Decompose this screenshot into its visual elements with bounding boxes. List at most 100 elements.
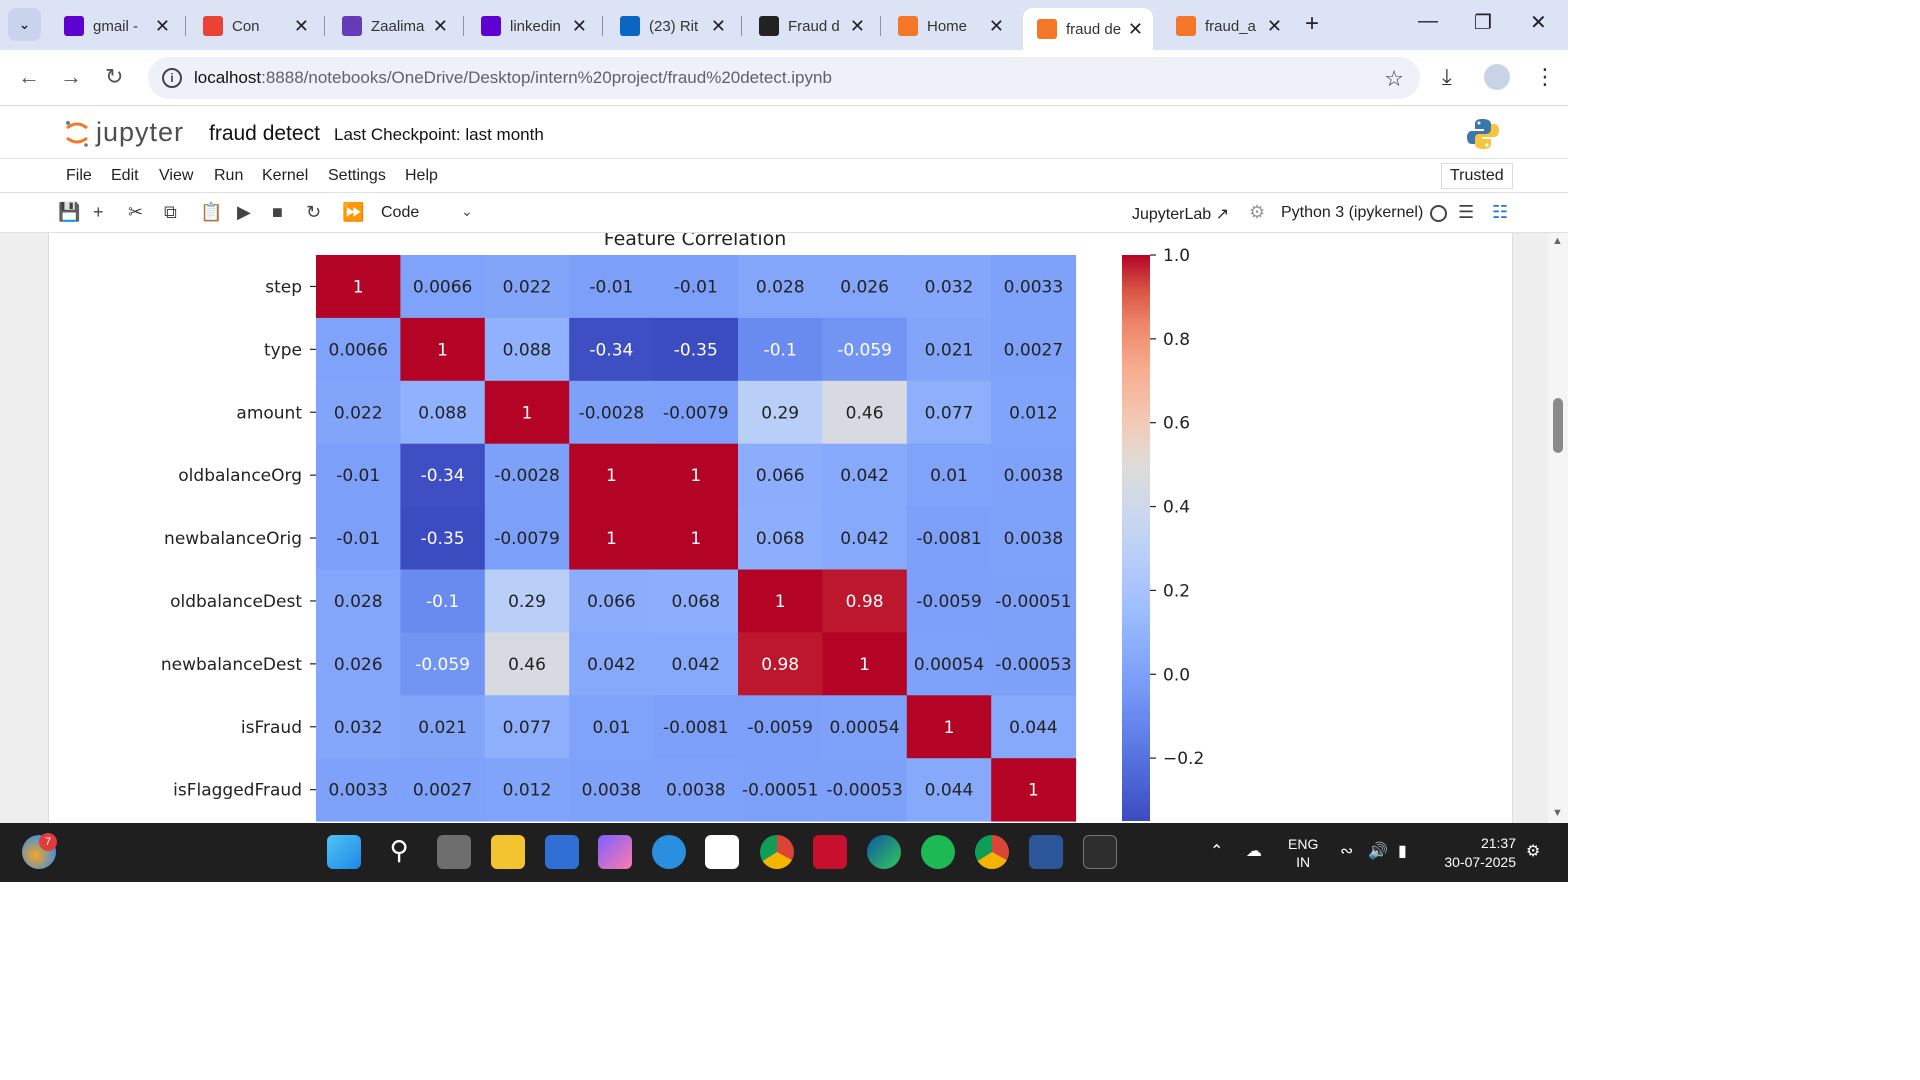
help-icon[interactable] xyxy=(652,835,686,869)
browser-tab[interactable]: gmail - ✕ xyxy=(50,8,180,44)
volume-icon[interactable]: 🔊 xyxy=(1368,843,1388,860)
chevron-up-icon[interactable]: ⌃ xyxy=(1210,843,1224,860)
menu-run[interactable]: Run xyxy=(214,167,244,184)
close-tab-icon[interactable]: ✕ xyxy=(154,15,170,36)
tab-search-button[interactable]: ⌄ xyxy=(8,8,41,41)
jupyter-logo[interactable]: jupyter xyxy=(64,117,184,148)
close-tab-icon[interactable]: ✕ xyxy=(571,15,587,36)
task-view-icon[interactable] xyxy=(437,835,471,869)
heatmap-cell xyxy=(822,758,908,822)
chevron-down-icon: ⌄ xyxy=(18,16,31,32)
menu-help[interactable]: Help xyxy=(405,167,438,184)
close-tab-icon[interactable]: ✕ xyxy=(1266,15,1282,36)
heatmap-cell xyxy=(653,380,739,445)
browser-tab[interactable]: linkedin ✕ xyxy=(467,8,597,44)
edge-icon[interactable] xyxy=(867,835,901,869)
close-window-button[interactable]: ✕ xyxy=(1530,12,1547,34)
cell-type-select[interactable]: Code xyxy=(381,204,420,221)
more-menu-icon[interactable]: ⋮ xyxy=(1534,64,1556,89)
run-all-icon[interactable]: ⏩ xyxy=(342,202,365,222)
copilot-icon[interactable] xyxy=(598,835,632,869)
heatmap-cell-value: -0.1 xyxy=(764,340,797,360)
browser-tab[interactable]: Con ✕ xyxy=(189,8,319,44)
row-label: isFlaggedFraud xyxy=(173,781,302,801)
menu-settings[interactable]: Settings xyxy=(328,167,386,184)
heatmap-cell-value: -0.0079 xyxy=(663,403,729,423)
notification-badge: 7 xyxy=(39,833,57,851)
myhp-icon[interactable] xyxy=(545,835,579,869)
browser-tab[interactable]: fraud_a ✕ xyxy=(1162,8,1292,44)
onedrive-icon[interactable]: ☁ xyxy=(1246,843,1262,860)
store-icon[interactable] xyxy=(705,835,739,869)
save-icon[interactable]: 💾 xyxy=(58,202,81,222)
minimize-button[interactable]: — xyxy=(1418,10,1438,32)
download-icon[interactable]: ⤓ xyxy=(1442,64,1452,89)
heatmap-cell xyxy=(906,695,992,759)
terminal-icon[interactable] xyxy=(1083,835,1117,869)
notebook-title[interactable]: fraud detect xyxy=(209,122,320,145)
heatmap-cell xyxy=(738,758,823,822)
wifi-icon[interactable]: ∾ xyxy=(1340,843,1354,860)
kernel-name[interactable]: Python 3 (ipykernel) xyxy=(1281,204,1424,221)
menu-view[interactable]: View xyxy=(159,167,194,184)
close-tab-icon[interactable]: ✕ xyxy=(988,15,1004,36)
close-tab-icon[interactable]: ✕ xyxy=(849,15,865,36)
close-tab-icon[interactable]: ✕ xyxy=(1127,18,1143,39)
copy-icon[interactable]: ⧉ xyxy=(164,202,177,222)
back-button[interactable]: ← xyxy=(18,64,40,89)
heatmap-cell xyxy=(653,506,739,570)
file-explorer-icon[interactable] xyxy=(491,835,525,869)
close-tab-icon[interactable]: ✕ xyxy=(293,15,309,36)
scrollbar-thumb[interactable] xyxy=(1553,398,1563,453)
notifications-icon[interactable]: ⚙ xyxy=(1526,843,1541,860)
chevron-down-icon[interactable]: ⌄ xyxy=(461,203,473,219)
restore-button[interactable]: ❐ xyxy=(1474,12,1492,34)
mcafee-icon[interactable] xyxy=(813,835,847,869)
chrome-active-icon[interactable] xyxy=(975,835,1009,869)
omnibox[interactable]: i localhost:8888/notebooks/OneDrive/Desk… xyxy=(148,57,1420,99)
browser-tab[interactable]: Home ✕ xyxy=(884,8,1014,44)
language-indicator[interactable]: ENG IN xyxy=(1288,835,1318,871)
scroll-up-icon[interactable]: ▲ xyxy=(1552,235,1563,247)
bookmark-star-icon[interactable]: ☆ xyxy=(1384,66,1404,91)
site-info-icon[interactable]: i xyxy=(162,68,182,88)
chrome-icon[interactable] xyxy=(760,835,794,869)
debugger-icon[interactable]: ⚙ xyxy=(1249,202,1266,222)
browser-tab[interactable]: Fraud d ✕ xyxy=(745,8,875,44)
menu-edit[interactable]: Edit xyxy=(111,167,139,184)
browser-tab[interactable]: (23) Rit ✕ xyxy=(606,8,736,44)
close-tab-icon[interactable]: ✕ xyxy=(710,15,726,36)
property-inspector-icon[interactable]: ☷ xyxy=(1492,202,1509,222)
run-icon[interactable]: ▶ xyxy=(237,202,251,222)
word-icon[interactable] xyxy=(1029,835,1063,869)
heatmap-cell xyxy=(991,758,1077,822)
forward-button[interactable]: → xyxy=(60,64,82,89)
cut-icon[interactable]: ✂ xyxy=(128,202,144,222)
menu-lines-icon[interactable]: ☰ xyxy=(1458,202,1475,222)
battery-icon[interactable]: ▮ xyxy=(1398,843,1407,860)
browser-tab[interactable]: Zaalima ✕ xyxy=(328,8,458,44)
new-tab-button[interactable]: + xyxy=(1305,10,1320,37)
browser-tab[interactable]: fraud de ✕ xyxy=(1023,8,1153,50)
paste-icon[interactable]: 📋 xyxy=(200,202,223,222)
menu-kernel[interactable]: Kernel xyxy=(262,167,309,184)
heatmap-cell-value: 0.088 xyxy=(503,340,552,360)
url-text[interactable]: localhost:8888/notebooks/OneDrive/Deskto… xyxy=(194,68,832,88)
profile-avatar[interactable] xyxy=(1484,64,1510,90)
spotify-icon[interactable] xyxy=(921,835,955,869)
stop-icon[interactable]: ■ xyxy=(272,202,283,222)
jupyterlab-link[interactable]: JupyterLab ↗ xyxy=(1132,204,1229,224)
clock[interactable]: 21:37 30-07-2025 xyxy=(1440,834,1516,872)
trusted-indicator[interactable]: Trusted xyxy=(1441,163,1513,189)
menu-file[interactable]: File xyxy=(66,167,92,184)
close-tab-icon[interactable]: ✕ xyxy=(432,15,448,36)
reload-button[interactable]: ↻ xyxy=(105,64,124,89)
file-icon xyxy=(1176,16,1196,36)
heatmap-cell-value: -0.34 xyxy=(589,340,633,360)
search-icon[interactable]: ⚲ xyxy=(389,835,409,865)
restart-icon[interactable]: ↻ xyxy=(306,202,322,222)
scrollbar[interactable]: ▲ ▼ xyxy=(1548,233,1568,823)
scroll-down-icon[interactable]: ▼ xyxy=(1552,807,1563,819)
insert-cell-icon[interactable]: + xyxy=(93,202,104,222)
start-icon[interactable] xyxy=(327,835,361,869)
